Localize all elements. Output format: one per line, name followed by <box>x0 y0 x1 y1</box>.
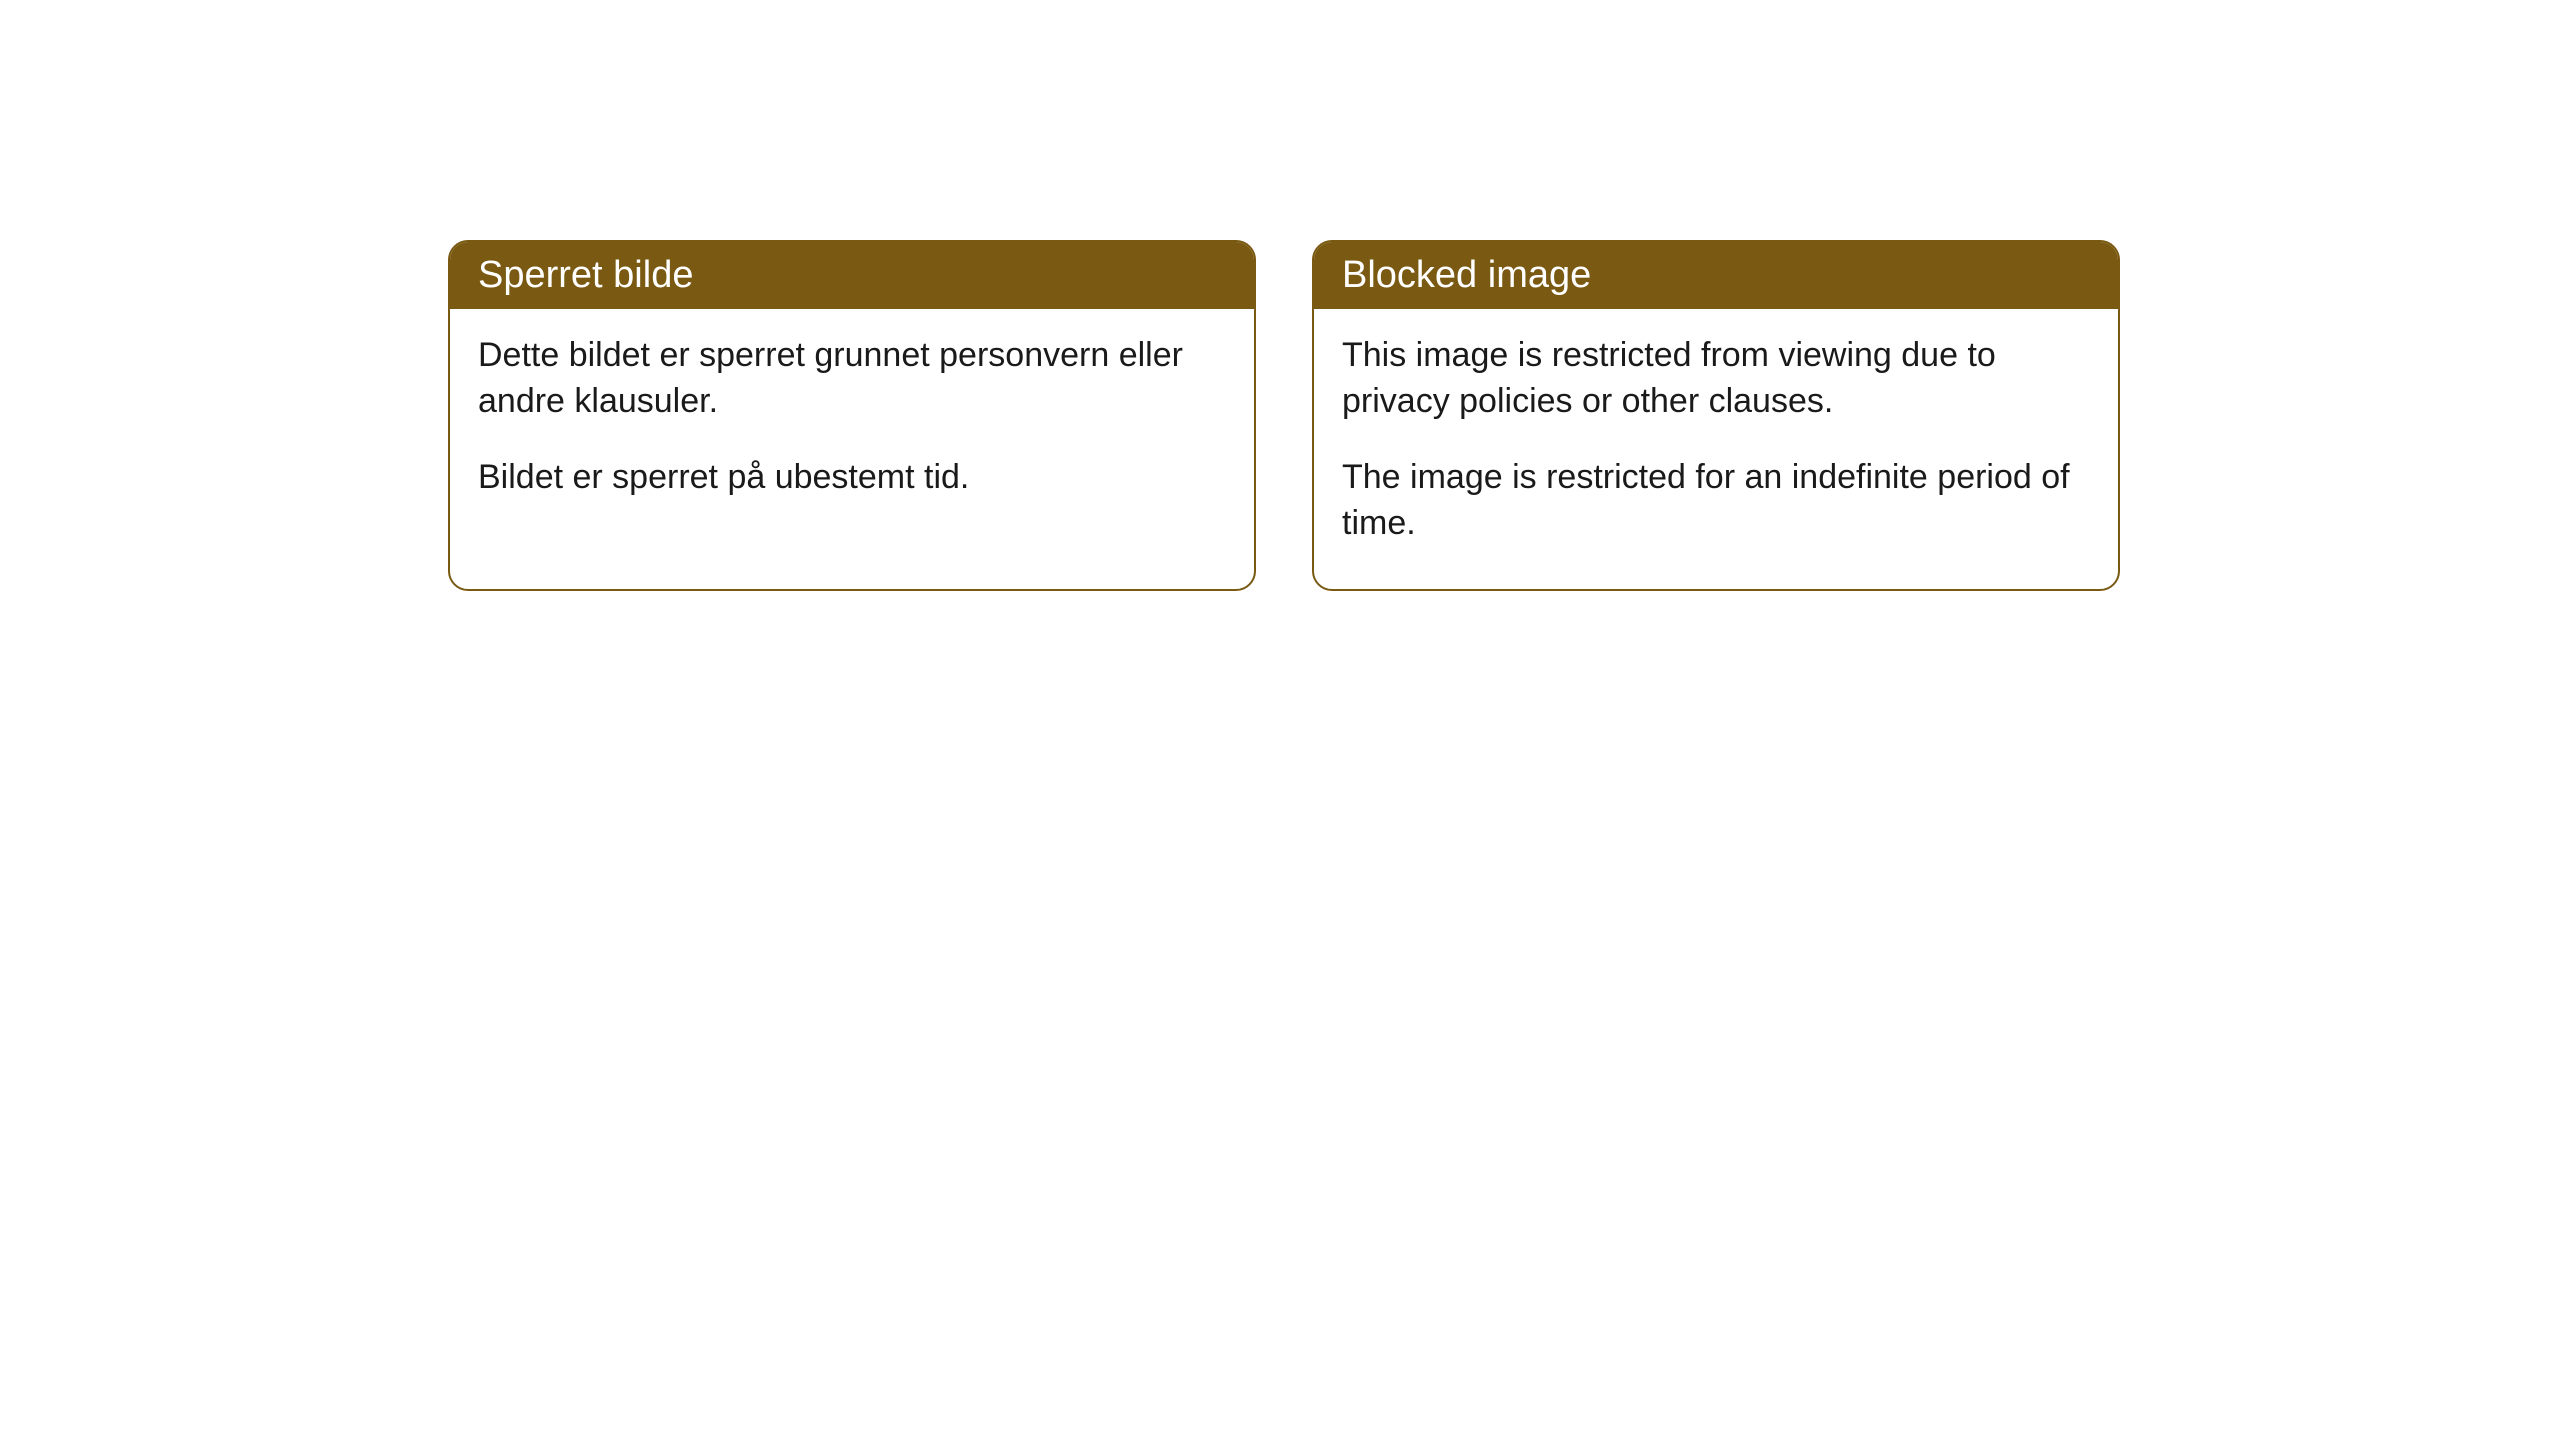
blocked-image-card-en: Blocked image This image is restricted f… <box>1312 240 2120 591</box>
card-header: Blocked image <box>1314 242 2118 309</box>
card-paragraph: This image is restricted from viewing du… <box>1342 333 2090 425</box>
card-title: Blocked image <box>1342 254 1591 296</box>
card-body: Dette bildet er sperret grunnet personve… <box>450 309 1254 543</box>
card-paragraph: Bildet er sperret på ubestemt tid. <box>478 455 1226 501</box>
card-paragraph: The image is restricted for an indefinit… <box>1342 455 2090 547</box>
card-header: Sperret bilde <box>450 242 1254 309</box>
cards-container: Sperret bilde Dette bildet er sperret gr… <box>0 0 2560 591</box>
card-title: Sperret bilde <box>478 254 693 296</box>
blocked-image-card-no: Sperret bilde Dette bildet er sperret gr… <box>448 240 1256 591</box>
card-body: This image is restricted from viewing du… <box>1314 309 2118 589</box>
card-paragraph: Dette bildet er sperret grunnet personve… <box>478 333 1226 425</box>
